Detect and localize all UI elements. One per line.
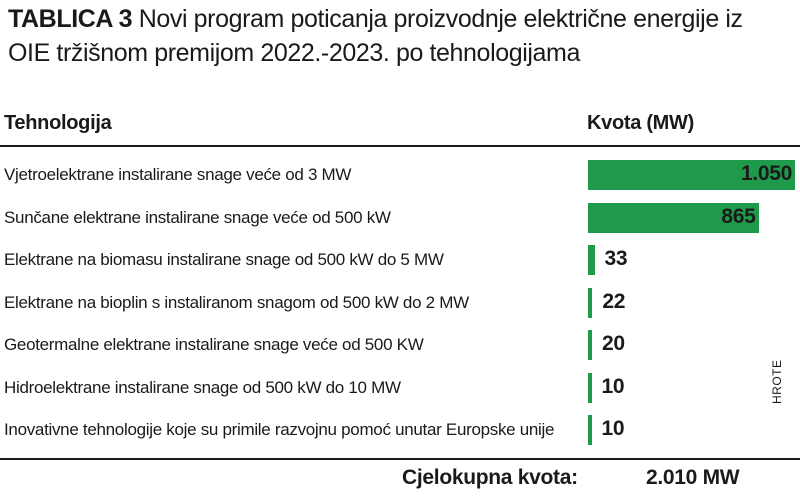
title-text: Novi program poticanja proizvodnje elekt… — [8, 5, 743, 67]
total-value: 2.010 MW — [646, 466, 740, 489]
bar — [588, 202, 759, 233]
bar-value-label: 1.050 — [740, 162, 792, 185]
bar — [588, 245, 595, 275]
total-label: Cjelokupna kvota: — [402, 466, 578, 489]
bar-value-label: 20 — [601, 332, 625, 355]
header-quota: Kvota (MW) — [587, 112, 694, 134]
chart-title: TABLICA 3 Novi program poticanja proizvo… — [8, 2, 788, 70]
header-divider — [0, 145, 800, 147]
bar — [588, 330, 592, 360]
bar — [588, 287, 593, 318]
row-label: Elektrane na biomasu instalirane snage o… — [4, 250, 444, 269]
footer-divider — [0, 458, 800, 460]
header-technology: Tehnologija — [4, 112, 112, 134]
bar-value-label: 22 — [602, 289, 626, 313]
bar-value-label: 10 — [601, 417, 625, 440]
row-label: Vjetroelektrane instalirane snage veće o… — [4, 165, 352, 184]
table-label: TABLICA 3 — [8, 5, 133, 33]
row-label: Geotermalne elektrane instalirane snage … — [4, 335, 424, 354]
bar-value-label: 865 — [721, 204, 756, 228]
bar-value-label: 10 — [601, 374, 625, 398]
row-label: Sunčane elektrane instalirane snage veće… — [4, 207, 391, 227]
source-credit: HROTE — [770, 359, 784, 405]
row-label: Hidroelektrane instalirane snage od 500 … — [4, 377, 401, 397]
bar — [588, 160, 795, 190]
bar — [588, 415, 592, 445]
row-label: Inovativne tehnologije koje su primile r… — [4, 420, 555, 439]
bar — [588, 372, 592, 403]
bar-value-label: 33 — [604, 247, 628, 270]
row-label: Elektrane na bioplin s instaliranom snag… — [4, 292, 469, 312]
